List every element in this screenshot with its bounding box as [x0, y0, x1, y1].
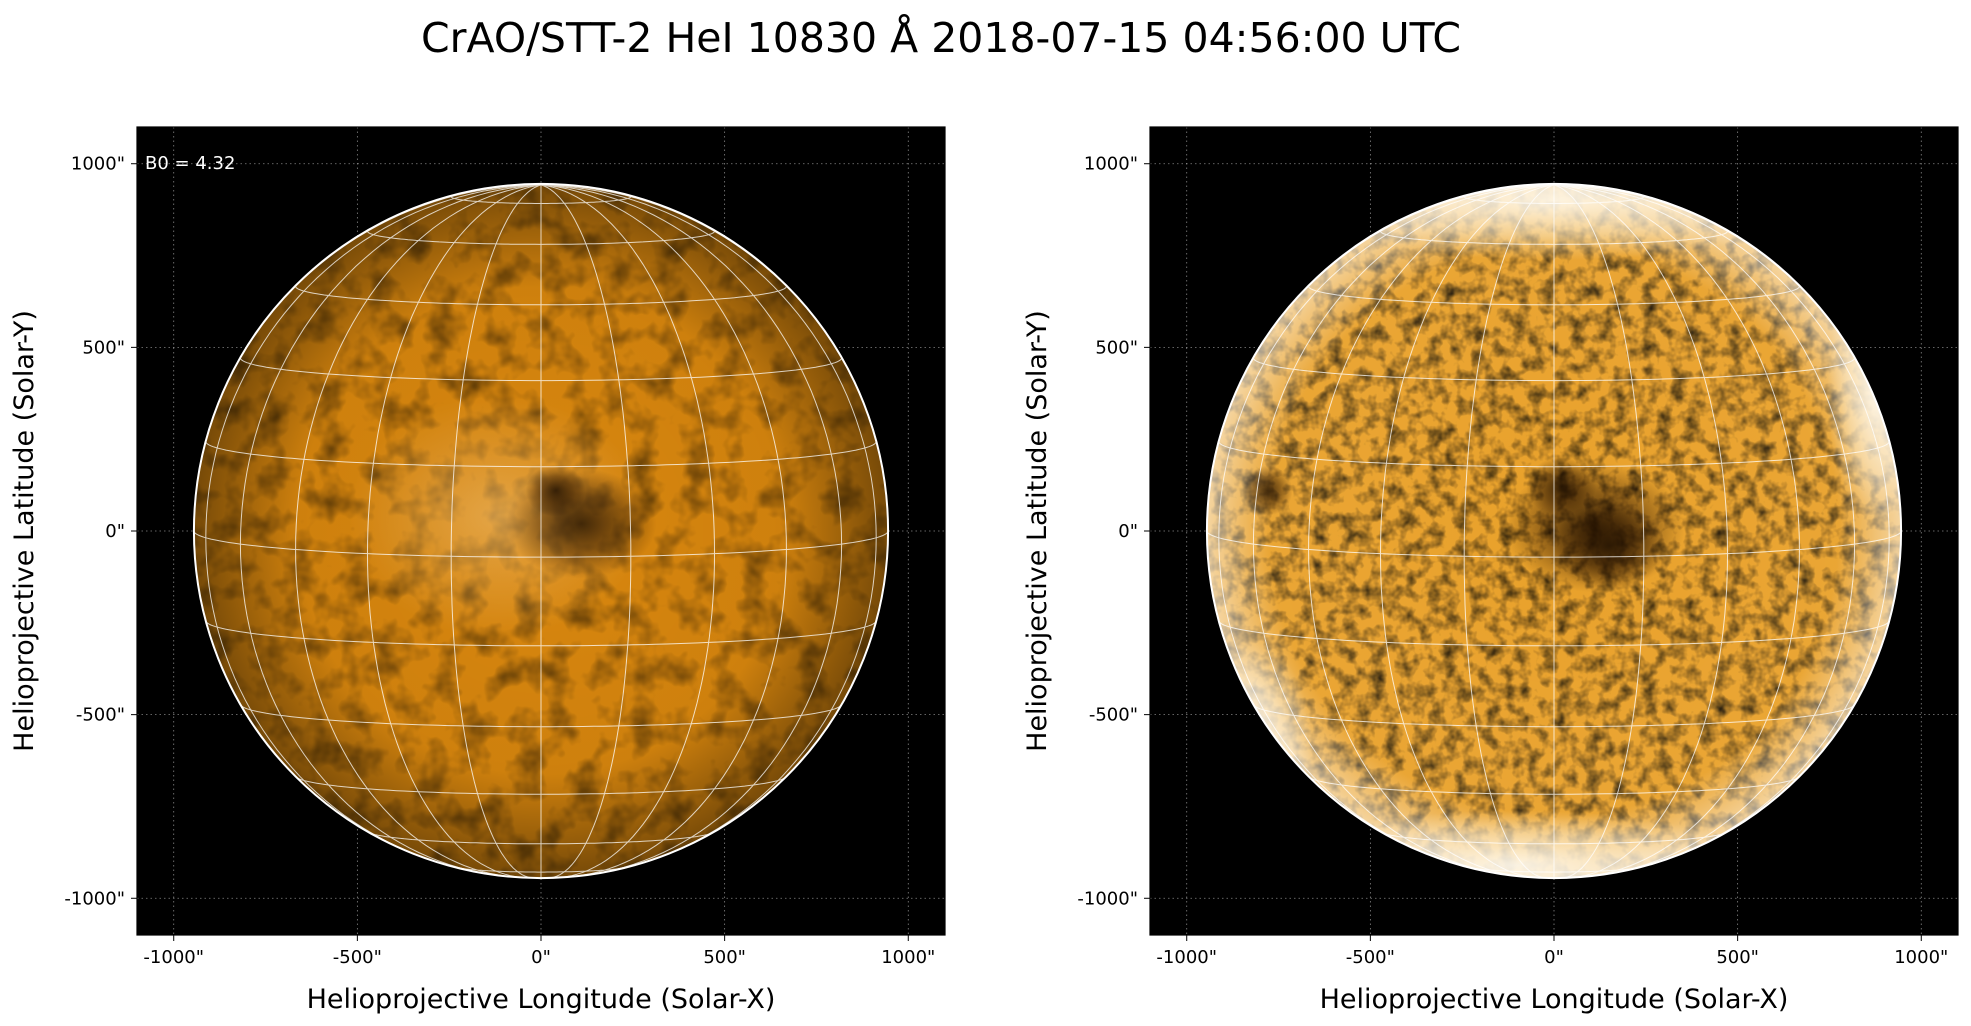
parallel-line: [295, 286, 787, 306]
parallel-line: [239, 357, 843, 382]
x-tick-label: 500": [1716, 947, 1759, 968]
parallel-line: [1380, 231, 1728, 245]
parallel-line: [1381, 832, 1727, 845]
parallel-line: [205, 441, 877, 468]
parallel-line: [1218, 441, 1890, 468]
y-axis-label: Helioprojective Latitude (Solar-Y): [9, 310, 40, 752]
parallel-line: [205, 621, 877, 647]
parallel-line: [1218, 621, 1890, 647]
meridian-line: [540, 184, 787, 877]
meridian-line: [366, 184, 542, 879]
y-tick-label: 500": [82, 337, 125, 358]
x-axis-label: Helioprojective Longitude (Solar-X): [1320, 984, 1789, 1015]
parallel-line: [367, 231, 715, 245]
meridian-line: [1252, 184, 1555, 875]
x-tick-label: 1000": [1894, 947, 1948, 968]
parallel-line: [1308, 286, 1800, 306]
parallel-line: [368, 832, 714, 845]
meridian-line: [450, 184, 542, 879]
x-tick-label: -1000": [1156, 947, 1217, 968]
parallel-line: [1252, 357, 1856, 382]
meridian-line: [239, 184, 542, 875]
y-tick-label: -1000": [64, 888, 125, 909]
meridian-line: [295, 184, 542, 877]
x-tick-label: -500": [1346, 947, 1395, 968]
x-tick-label: 0": [531, 947, 551, 968]
y-tick-label: -1000": [1077, 888, 1138, 909]
y-tick-label: 500": [1095, 337, 1138, 358]
parallel-line: [193, 530, 889, 558]
meridian-line: [1308, 184, 1555, 877]
meridian-line: [1553, 184, 1856, 875]
meridian-line: [540, 184, 716, 879]
meridian-line: [540, 184, 632, 879]
parallel-line: [455, 866, 627, 873]
solar-image-panel-right: -1000" -1000" -500" -500" 0" 0" 500" 500" 1000" 1…: [1022, 126, 1959, 1015]
y-tick-label: -500": [1089, 705, 1138, 726]
meridian-line: [1463, 184, 1555, 879]
solar-limb: [1205, 182, 1903, 880]
parallel-line: [1468, 866, 1640, 873]
figure-title: CrAO/STT-2 HeI 10830 Å 2018-07-15 04:56:…: [421, 14, 1461, 62]
x-tick-label: 0": [1544, 947, 1564, 968]
solar-limb: [192, 182, 890, 880]
meridian-line: [1379, 184, 1555, 879]
b0-annotation: B0 = 4.32: [145, 153, 235, 174]
y-axis-label: Helioprojective Latitude (Solar-Y): [1022, 310, 1053, 752]
y-tick-label: 1000": [71, 154, 125, 175]
meridian-line: [1553, 184, 1800, 877]
parallel-line: [1206, 530, 1902, 558]
meridian-line: [1553, 184, 1729, 879]
parallel-line: [296, 777, 786, 795]
parallel-line: [450, 196, 632, 204]
solar-image-panel-left: -1000" -1000" -500" -500" 0" 0" 500" 500" 1000" 1…: [9, 126, 946, 1015]
x-tick-label: -500": [333, 947, 382, 968]
meridian-line: [540, 184, 843, 875]
y-tick-label: 0": [1118, 521, 1138, 542]
x-axis-label: Helioprojective Longitude (Solar-X): [307, 984, 776, 1015]
y-tick-label: 1000": [1084, 154, 1138, 175]
parallel-line: [1309, 777, 1799, 795]
y-tick-label: -500": [76, 705, 125, 726]
meridian-line: [1553, 184, 1645, 879]
x-tick-label: 500": [703, 947, 746, 968]
y-tick-label: 0": [105, 521, 125, 542]
x-tick-label: 1000": [881, 947, 935, 968]
parallel-line: [1253, 705, 1855, 728]
parallel-line: [240, 705, 842, 728]
x-tick-label: -1000": [143, 947, 204, 968]
parallel-line: [1463, 196, 1645, 204]
